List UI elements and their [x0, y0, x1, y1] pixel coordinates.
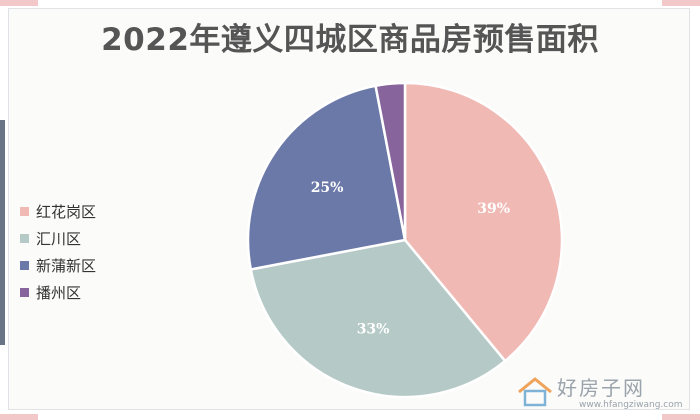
legend-item-1: 红花岗区 [20, 198, 96, 225]
house-logo-icon [518, 377, 552, 407]
legend-item-3: 新蒲新区 [20, 252, 96, 279]
decor-corner-top-right [662, 0, 700, 6]
legend-label: 播州区 [36, 284, 82, 302]
decor-corner-bottom-left [0, 414, 38, 420]
decor-corner-bottom-right [662, 414, 700, 420]
pie-slice-3 [246, 84, 407, 271]
chart-legend: 红花岗区汇川区新蒲新区播州区 [20, 198, 96, 306]
watermark: 好房子网 www.hfangziwang.com [515, 372, 695, 416]
slice-data-label-3: 25% [311, 180, 344, 196]
legend-item-2: 汇川区 [20, 225, 96, 252]
legend-swatch [20, 207, 29, 216]
legend-swatch [20, 234, 29, 243]
legend-swatch [20, 261, 29, 270]
pie-slice-1 [403, 81, 564, 363]
pie-slice-2 [249, 238, 507, 399]
watermark-url: www.hfangziwang.com [579, 400, 683, 410]
decor-left-bar [0, 120, 5, 345]
decor-corner-top-left [0, 0, 38, 6]
legend-swatch [20, 288, 29, 297]
slice-data-label-1: 39% [477, 201, 510, 217]
chart-title: 2022年遵义四城区商品房预售面积 [101, 22, 599, 58]
slice-data-label-2: 33% [357, 322, 390, 338]
watermark-text: 好房子网 [557, 376, 645, 400]
legend-label: 红花岗区 [36, 203, 97, 221]
legend-label: 汇川区 [36, 230, 82, 248]
legend-label: 新蒲新区 [36, 257, 97, 275]
legend-item-4: 播州区 [20, 279, 96, 306]
pie-slice-4 [374, 81, 407, 241]
